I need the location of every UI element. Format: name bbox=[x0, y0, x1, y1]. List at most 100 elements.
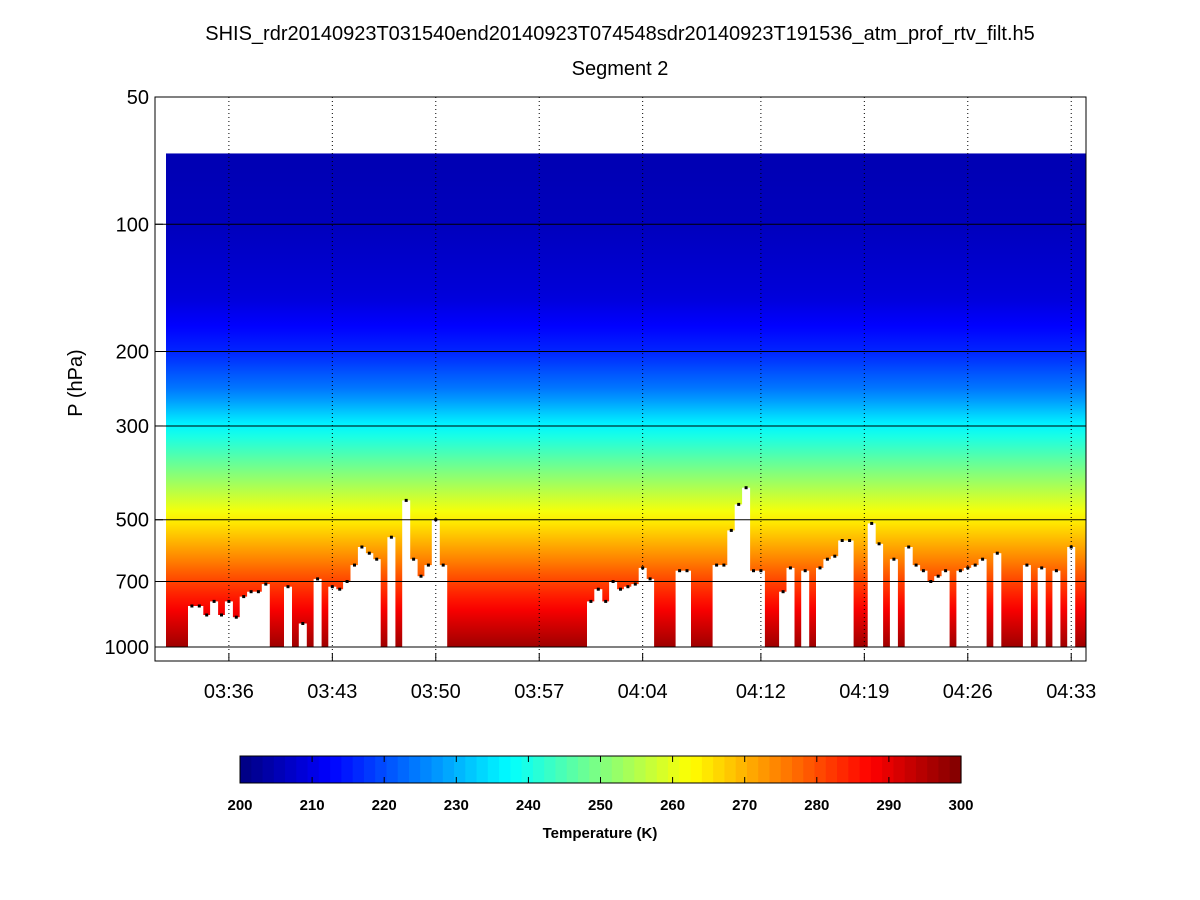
y-tick-label: 50 bbox=[127, 87, 149, 109]
cloud-top-marker bbox=[604, 599, 608, 603]
cloud-column bbox=[956, 570, 965, 647]
cloud-column bbox=[631, 584, 640, 647]
cloud-column bbox=[431, 519, 440, 647]
chart-title: SHIS_rdr20140923T031540end20140923T07454… bbox=[205, 23, 1035, 45]
cloud-top-marker bbox=[737, 502, 741, 506]
cloud-top-marker bbox=[715, 563, 719, 567]
cloud-column bbox=[350, 565, 359, 647]
cloud-top-marker bbox=[1069, 545, 1073, 549]
cloud-top-marker bbox=[1025, 563, 1029, 567]
colorbar-segment bbox=[386, 756, 399, 783]
colorbar-segment bbox=[363, 756, 376, 783]
cloud-top-marker bbox=[212, 599, 216, 603]
colorbar-segment bbox=[375, 756, 388, 783]
cloud-column bbox=[387, 537, 396, 647]
cloud-column bbox=[830, 556, 839, 647]
cloud-column bbox=[298, 623, 307, 647]
cloud-column bbox=[195, 606, 204, 647]
colorbar-segment bbox=[645, 756, 658, 783]
colorbar-segment bbox=[893, 756, 906, 783]
cloud-top-marker bbox=[205, 613, 209, 617]
colorbar-segment bbox=[341, 756, 354, 783]
cloud-top-marker bbox=[589, 599, 593, 603]
cloud-top-marker bbox=[840, 539, 844, 542]
cloud-column bbox=[801, 570, 810, 647]
chart-subtitle: Segment 2 bbox=[572, 58, 669, 80]
colorbar-segment bbox=[397, 756, 410, 783]
x-tick-label: 03:36 bbox=[204, 681, 254, 703]
colorbar-segment bbox=[656, 756, 669, 783]
cloud-column bbox=[786, 567, 795, 647]
cloud-column bbox=[616, 589, 625, 647]
cloud-top-marker bbox=[788, 566, 792, 570]
y-tick-label: 100 bbox=[116, 214, 149, 236]
cloud-column bbox=[712, 565, 721, 647]
cloud-top-marker bbox=[412, 557, 416, 561]
colorbar-segment bbox=[307, 756, 320, 783]
colorbar-segment bbox=[589, 756, 602, 783]
cloud-column bbox=[749, 570, 758, 647]
cloud-top-marker bbox=[722, 563, 726, 567]
colorbar-tick-label: 280 bbox=[804, 797, 829, 814]
colorbar-segment bbox=[780, 756, 793, 783]
cloud-top-marker bbox=[678, 569, 682, 573]
cloud-column bbox=[727, 530, 736, 647]
temperature-field bbox=[166, 153, 1086, 647]
cloud-top-marker bbox=[759, 569, 763, 573]
cloud-column bbox=[978, 559, 987, 647]
cloud-top-marker bbox=[907, 545, 911, 549]
cloud-column bbox=[683, 570, 691, 647]
cloud-top-marker bbox=[389, 535, 393, 539]
cloud-top-marker bbox=[441, 563, 445, 567]
cloud-top-marker bbox=[958, 569, 962, 573]
cloud-column bbox=[904, 547, 913, 647]
cloud-top-marker bbox=[426, 563, 430, 567]
cloud-top-marker bbox=[1040, 566, 1044, 570]
cloud-column bbox=[188, 606, 196, 647]
colorbar-segment bbox=[431, 756, 444, 783]
cloud-top-marker bbox=[249, 590, 253, 594]
cloud-top-marker bbox=[338, 587, 342, 591]
cloud-column bbox=[816, 567, 824, 647]
cloud-column bbox=[313, 578, 322, 647]
cloud-top-marker bbox=[685, 569, 689, 573]
cloud-top-marker bbox=[877, 542, 881, 546]
cloud-column bbox=[210, 601, 219, 647]
cloud-column bbox=[623, 586, 632, 647]
colorbar-segment bbox=[532, 756, 545, 783]
cloud-column bbox=[1022, 565, 1031, 647]
colorbar-segment bbox=[420, 756, 433, 783]
cloud-top-marker bbox=[626, 585, 630, 589]
colorbar-tick-label: 220 bbox=[372, 797, 397, 814]
cloud-column bbox=[372, 559, 381, 647]
cloud-top-marker bbox=[833, 554, 837, 558]
cloud-top-marker bbox=[316, 577, 320, 581]
colorbar-segment bbox=[724, 756, 737, 783]
cloud-column bbox=[284, 586, 292, 647]
cloud-column bbox=[1052, 570, 1061, 647]
x-tick-label: 04:26 bbox=[943, 681, 993, 703]
colorbar-tick-label: 210 bbox=[300, 797, 325, 814]
cloud-column bbox=[1037, 567, 1046, 647]
cloud-column bbox=[838, 540, 847, 647]
cloud-column bbox=[742, 487, 751, 647]
cloud-column bbox=[919, 570, 928, 647]
cloud-mask bbox=[188, 487, 1076, 647]
cloud-column bbox=[779, 591, 788, 647]
cloud-top-marker bbox=[981, 557, 985, 561]
colorbar-label: Temperature (K) bbox=[543, 825, 658, 842]
colorbar-segment bbox=[870, 756, 883, 783]
cloud-top-marker bbox=[966, 566, 970, 570]
y-tick-label: 200 bbox=[116, 342, 149, 364]
cloud-top-marker bbox=[870, 521, 874, 525]
cloud-top-marker bbox=[729, 528, 733, 532]
cloud-top-marker bbox=[242, 595, 246, 599]
y-tick-label: 500 bbox=[116, 510, 149, 532]
cloud-top-marker bbox=[921, 569, 925, 573]
cloud-column bbox=[439, 565, 448, 647]
cloud-column bbox=[720, 565, 728, 647]
cloud-top-marker bbox=[744, 486, 748, 490]
axes-frame bbox=[154, 96, 1087, 662]
cloud-column bbox=[601, 601, 610, 647]
cloud-top-marker bbox=[264, 582, 268, 586]
